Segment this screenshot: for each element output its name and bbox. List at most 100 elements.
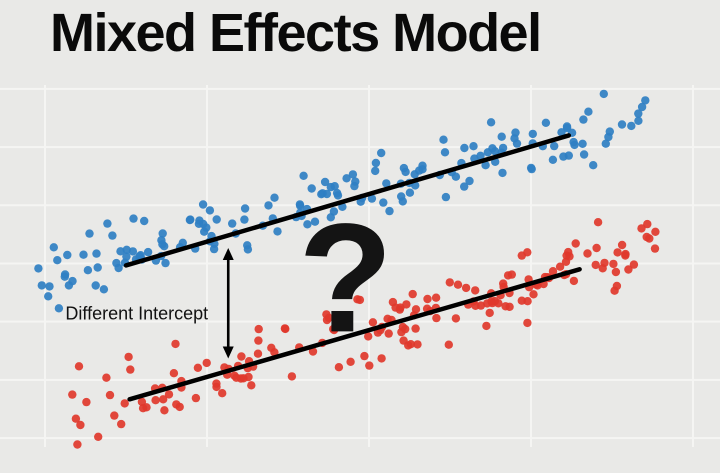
scatter-point	[254, 324, 263, 334]
scatter-point	[498, 143, 508, 153]
scatter-point	[528, 129, 537, 139]
scatter-point	[351, 177, 360, 186]
scatter-point	[296, 201, 305, 210]
scatter-point	[320, 177, 330, 187]
scatter-point	[404, 341, 413, 350]
arrow-head-down	[222, 346, 234, 359]
scatter-point	[171, 339, 180, 349]
scatter-point	[71, 414, 81, 423]
scatter-point	[565, 252, 574, 261]
scatter-point	[161, 258, 170, 268]
scatter-point	[651, 227, 660, 236]
scatter-point	[579, 150, 589, 159]
scatter-point	[401, 167, 410, 177]
scatter-point	[247, 381, 256, 390]
scatter-point	[432, 313, 441, 323]
scatter-point	[79, 250, 88, 259]
scatter-point	[308, 347, 318, 356]
scatter-point	[578, 139, 587, 148]
scatter-point	[637, 102, 647, 112]
red-trend-line	[127, 267, 582, 402]
scatter-point	[408, 289, 417, 299]
scatter-point	[82, 397, 91, 407]
scatter-point	[391, 303, 400, 312]
scatter-point	[497, 132, 506, 141]
scatter-point	[232, 373, 241, 382]
scatter-point	[94, 432, 103, 441]
blue-trend-line	[123, 133, 572, 268]
scatter-point	[641, 96, 650, 105]
scatter-point	[490, 147, 500, 156]
scatter-point	[402, 300, 411, 309]
scatter-point	[102, 373, 111, 382]
scatter-point	[310, 217, 320, 226]
scatter-point	[228, 219, 237, 228]
scatter-point	[570, 140, 579, 150]
scatter-point	[371, 158, 381, 168]
scatter-point	[486, 118, 496, 127]
scatter-point	[541, 118, 551, 128]
scatter-point	[465, 176, 474, 186]
scatter-point	[643, 219, 652, 229]
scatter-point	[164, 390, 174, 399]
scatter-point	[451, 314, 461, 323]
scatter-point	[501, 302, 510, 311]
scatter-point	[253, 349, 263, 358]
scatter-point	[103, 219, 112, 228]
scatter-point	[60, 272, 69, 281]
scatter-point	[322, 310, 331, 319]
scatter-point	[49, 243, 58, 252]
scatter-point	[579, 115, 588, 124]
scatter-point	[405, 188, 415, 197]
scatter-point	[330, 182, 339, 191]
scatter-point	[469, 142, 478, 151]
scatter-point	[461, 283, 471, 293]
scatter-point	[453, 280, 463, 289]
scatter-point	[510, 134, 519, 143]
scatter-point	[92, 249, 101, 258]
scatter-point	[385, 206, 394, 216]
scatter-point	[377, 354, 386, 363]
scatter-point	[254, 336, 263, 345]
scatter-point	[367, 194, 377, 203]
scatter-point	[129, 214, 138, 223]
scatter-point	[303, 220, 312, 229]
scatter-point	[172, 400, 181, 409]
scatter-point	[320, 232, 329, 241]
scatter-point	[583, 249, 592, 258]
scatter-point	[445, 278, 454, 287]
scatter-point	[44, 292, 53, 301]
scatter-point	[264, 201, 273, 210]
scatter-point	[599, 89, 608, 99]
scatter-point	[650, 244, 660, 253]
scatter-point	[346, 357, 355, 366]
scatter-point	[548, 267, 558, 276]
scatter-point	[384, 329, 393, 338]
scatter-point	[237, 352, 246, 361]
scatter-point	[270, 193, 279, 202]
scatter-point	[498, 168, 507, 178]
scatter-point	[169, 369, 179, 378]
scatter-point	[360, 351, 369, 361]
scatter-point	[529, 290, 538, 299]
scatter-point	[634, 109, 643, 118]
scatter-point	[482, 321, 491, 331]
scatter-point	[240, 215, 249, 224]
scatter-point	[151, 396, 160, 405]
scatter-point	[270, 348, 279, 357]
scatter-point	[637, 224, 646, 233]
scatter-point	[559, 152, 568, 161]
scatter-point	[613, 248, 622, 257]
scatter-point	[329, 207, 339, 216]
scatter-point	[485, 308, 494, 318]
scatter-point	[584, 107, 593, 116]
scatter-point	[140, 216, 149, 226]
scatter-point	[299, 171, 308, 180]
scatter-point	[159, 395, 168, 404]
scatter-point	[368, 318, 378, 327]
scatter-point	[37, 281, 46, 290]
scatter-point	[76, 420, 85, 430]
scatter-point	[108, 231, 117, 240]
